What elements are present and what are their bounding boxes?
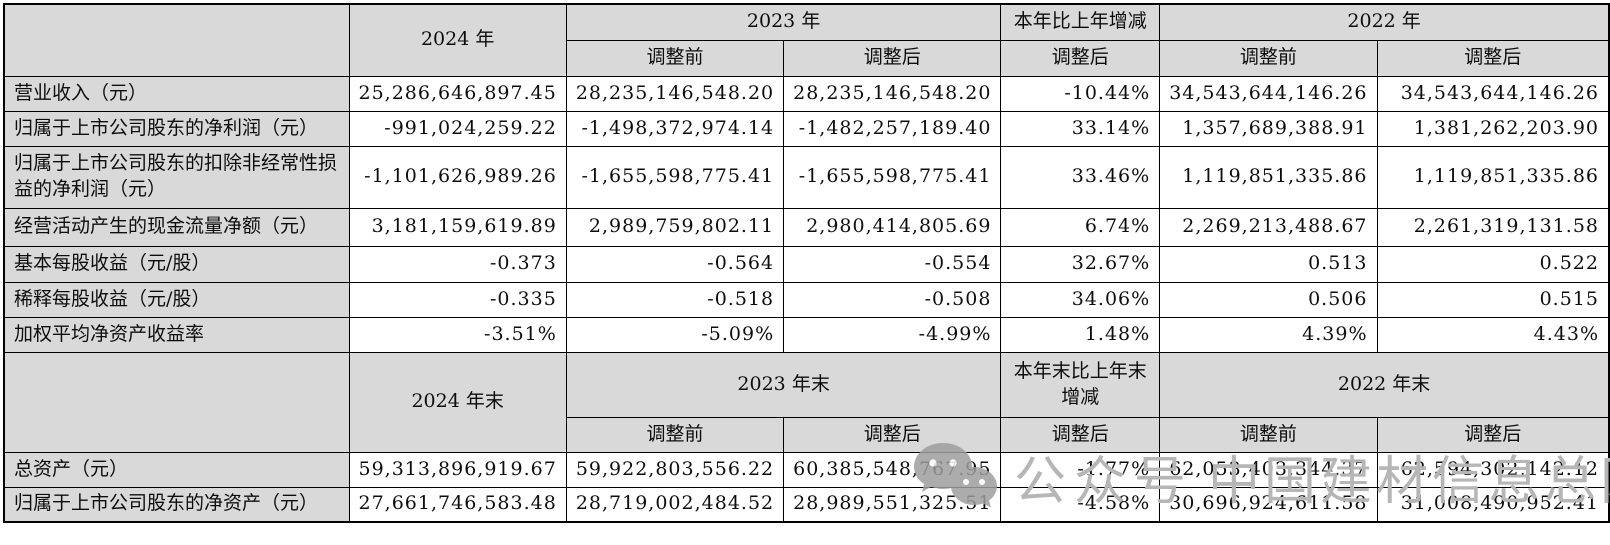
cell-2024: 59,313,896,919.67 xyxy=(348,451,567,488)
subheader-2023-before: 调整前 xyxy=(565,39,785,77)
cell-2023-after: -1,655,598,775.41 xyxy=(783,145,1002,209)
cell-2023-after: -1,482,257,189.40 xyxy=(783,110,1002,147)
cell-change: 1.48% xyxy=(1000,316,1161,353)
subheader-2022-after: 调整后 xyxy=(1376,39,1610,77)
cell-change: -10.44% xyxy=(1000,75,1161,112)
cell-2022-after: 2,261,319,131.58 xyxy=(1376,207,1610,247)
cell-2023-after: -0.508 xyxy=(783,281,1002,318)
col-header-2023-end: 2023 年末 xyxy=(565,351,1002,418)
subheader-2023end-after: 调整后 xyxy=(783,416,1002,453)
cell-2022-before: 30,696,924,611.58 xyxy=(1159,486,1378,523)
subheader-2022-before: 调整前 xyxy=(1159,39,1378,77)
cell-change: 33.46% xyxy=(1000,145,1161,209)
cell-2023-before: -5.09% xyxy=(565,316,785,353)
subheader-changeend-after: 调整后 xyxy=(1000,416,1161,453)
subheader-2022end-before: 调整前 xyxy=(1159,416,1378,453)
cell-2023-before: 28,235,146,548.20 xyxy=(565,75,785,112)
cell-change: -4.58% xyxy=(1000,486,1161,523)
cell-2022-before: 34,543,644,146.26 xyxy=(1159,75,1378,112)
col-header-change-yearend-text: 本年末比上年末增减 xyxy=(1013,359,1147,408)
table-row-revenue: 营业收入（元） 25,286,646,897.45 28,235,146,548… xyxy=(3,75,1610,112)
subheader-2023-after: 调整后 xyxy=(783,39,1002,77)
table-row-operating-cash-flow: 经营活动产生的现金流量净额（元） 3,181,159,619.89 2,989,… xyxy=(3,207,1610,247)
cell-2022-after: 34,543,644,146.26 xyxy=(1376,75,1610,112)
table-row-weighted-avg-roe: 加权平均净资产收益率 -3.51% -5.09% -4.99% 1.48% 4.… xyxy=(3,316,1610,353)
col-header-2023: 2023 年 xyxy=(565,3,1002,41)
row-label: 基本每股收益（元/股） xyxy=(3,245,350,283)
cell-2024: 3,181,159,619.89 xyxy=(348,207,567,247)
cell-2022-after: 4.43% xyxy=(1376,316,1610,353)
col-header-2024-end: 2024 年末 xyxy=(348,351,567,453)
cell-change: 33.14% xyxy=(1000,110,1161,147)
cell-2024: -0.373 xyxy=(348,245,567,283)
corner-cell-yearend xyxy=(3,351,350,453)
cell-2023-after: 28,235,146,548.20 xyxy=(783,75,1002,112)
row-label: 营业收入（元） xyxy=(3,75,350,112)
cell-2022-before: 2,269,213,488.67 xyxy=(1159,207,1378,247)
cell-change: -1.77% xyxy=(1000,451,1161,488)
col-header-2022: 2022 年 xyxy=(1159,3,1610,41)
subheader-change-after: 调整后 xyxy=(1000,39,1161,77)
table-row-deducted-net-profit: 归属于上市公司股东的扣除非经常性损益的净利润（元） -1,101,626,989… xyxy=(3,145,1610,209)
cell-2023-before: -0.518 xyxy=(565,281,785,318)
cell-2023-after: 2,980,414,805.69 xyxy=(783,207,1002,247)
row-label: 稀释每股收益（元/股） xyxy=(3,281,350,318)
cell-2023-before: -1,498,372,974.14 xyxy=(565,110,785,147)
cell-2024: 25,286,646,897.45 xyxy=(348,75,567,112)
cell-2022-before: 0.513 xyxy=(1159,245,1378,283)
cell-2022-after: 62,594,302,142.12 xyxy=(1376,451,1610,488)
cell-2022-after: 1,119,851,335.86 xyxy=(1376,145,1610,209)
cell-2024: -3.51% xyxy=(348,316,567,353)
cell-2023-before: -1,655,598,775.41 xyxy=(565,145,785,209)
table-row-net-assets: 归属于上市公司股东的净资产（元） 27,661,746,583.48 28,71… xyxy=(3,486,1610,523)
row-label: 归属于上市公司股东的净资产（元） xyxy=(3,486,350,523)
cell-2022-after: 1,381,262,203.90 xyxy=(1376,110,1610,147)
cell-2024: -0.335 xyxy=(348,281,567,318)
cell-2022-after: 31,008,490,952.41 xyxy=(1376,486,1610,523)
financial-summary-table: 2024 年 2023 年 本年比上年增减 2022 年 调整前 调整后 调整后… xyxy=(3,3,1610,523)
col-header-2022-end: 2022 年末 xyxy=(1159,351,1610,418)
cell-change: 6.74% xyxy=(1000,207,1161,247)
cell-2023-before: 59,922,803,556.22 xyxy=(565,451,785,488)
annual-header-sub-row: 调整前 调整后 调整后 调整前 调整后 xyxy=(4,39,1610,77)
row-label: 加权平均净资产收益率 xyxy=(3,316,350,353)
cell-2022-before: 0.506 xyxy=(1159,281,1378,318)
cell-2024: 27,661,746,583.48 xyxy=(348,486,567,523)
row-label: 总资产（元） xyxy=(3,451,350,488)
table-row-basic-eps: 基本每股收益（元/股） -0.373 -0.564 -0.554 32.67% … xyxy=(3,245,1610,283)
row-label: 经营活动产生的现金流量净额（元） xyxy=(3,207,350,247)
table-row-total-assets: 总资产（元） 59,313,896,919.67 59,922,803,556.… xyxy=(3,451,1610,488)
cell-2022-before: 1,357,689,388.91 xyxy=(1159,110,1378,147)
yearend-header-sub-row: 调整前 调整后 调整后 调整前 调整后 xyxy=(4,416,1610,453)
cell-2023-after: 28,989,551,325.51 xyxy=(783,486,1002,523)
col-header-change-annual: 本年比上年增减 xyxy=(1000,3,1161,41)
table-row-net-profit: 归属于上市公司股东的净利润（元） -991,024,259.22 -1,498,… xyxy=(3,110,1610,147)
cell-2022-before: 62,053,403,344.37 xyxy=(1159,451,1378,488)
cell-change: 32.67% xyxy=(1000,245,1161,283)
cell-2023-before: 2,989,759,802.11 xyxy=(565,207,785,247)
cell-2024: -1,101,626,989.26 xyxy=(348,145,567,209)
cell-2023-after: -0.554 xyxy=(783,245,1002,283)
row-label: 归属于上市公司股东的净利润（元） xyxy=(3,110,350,147)
col-header-2024: 2024 年 xyxy=(348,3,567,77)
cell-2022-before: 4.39% xyxy=(1159,316,1378,353)
cell-2023-after: 60,385,548,767.95 xyxy=(783,451,1002,488)
cell-2023-after: -4.99% xyxy=(783,316,1002,353)
row-label: 归属于上市公司股东的扣除非经常性损益的净利润（元） xyxy=(3,145,350,209)
cell-2023-before: 28,719,002,484.52 xyxy=(565,486,785,523)
col-header-change-yearend: 本年末比上年末增减 xyxy=(1000,351,1161,418)
corner-cell-annual xyxy=(3,3,350,77)
annual-header-years-row: 2024 年 2023 年 本年比上年增减 2022 年 xyxy=(3,3,1610,77)
cell-change: 34.06% xyxy=(1000,281,1161,318)
cell-2022-after: 0.515 xyxy=(1376,281,1610,318)
cell-2022-before: 1,119,851,335.86 xyxy=(1159,145,1378,209)
table-row-diluted-eps: 稀释每股收益（元/股） -0.335 -0.518 -0.508 34.06% … xyxy=(3,281,1610,318)
cell-2023-before: -0.564 xyxy=(565,245,785,283)
cell-2022-after: 0.522 xyxy=(1376,245,1610,283)
subheader-2023end-before: 调整前 xyxy=(565,416,785,453)
cell-2024: -991,024,259.22 xyxy=(348,110,567,147)
subheader-2022end-after: 调整后 xyxy=(1376,416,1610,453)
yearend-header-years-row: 2024 年末 2023 年末 本年末比上年末增减 2022 年末 xyxy=(3,351,1610,453)
